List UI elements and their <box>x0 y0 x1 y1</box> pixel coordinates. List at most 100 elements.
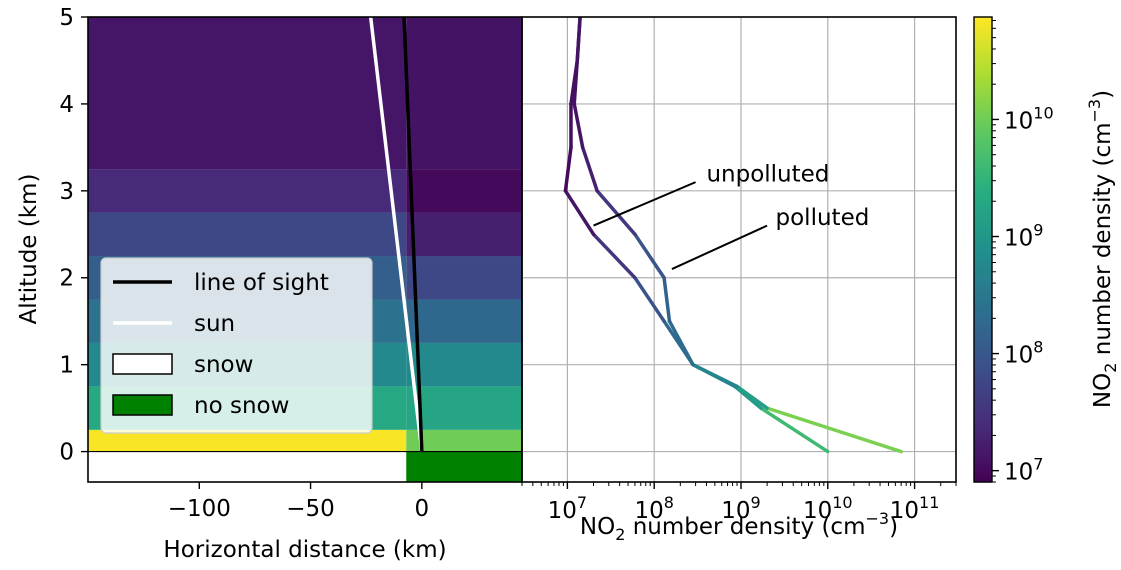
colorbar-band <box>974 249 992 254</box>
heatmap-panel: line of sight sun snow no snow −100 −50 0 0 1 2… <box>16 5 523 563</box>
colorbar-band <box>974 148 992 154</box>
colorbar-band <box>974 234 992 239</box>
legend-box <box>100 257 373 434</box>
polluted-segment <box>633 232 666 280</box>
colorbar-band <box>974 350 992 355</box>
colorbar-band <box>974 90 992 96</box>
heat-cell-nosnow <box>406 212 522 257</box>
colorbar-band <box>974 439 992 444</box>
polluted-segment <box>735 384 769 410</box>
colorbar-band <box>974 71 992 76</box>
colorbar-band <box>974 86 992 92</box>
colorbar-band <box>974 102 992 107</box>
colorbar-tick-label: 109 <box>1004 221 1043 252</box>
colorbar-band <box>974 230 992 235</box>
colorbar-band <box>974 276 992 282</box>
colorbar-band <box>974 137 992 142</box>
colorbar-band <box>974 470 992 475</box>
polluted-segment <box>595 189 637 237</box>
heat-cell-nosnow <box>406 169 522 213</box>
colorbar-band <box>974 55 992 61</box>
colorbar-band <box>974 121 992 127</box>
profile-annotations: unpolluted polluted <box>593 161 870 270</box>
unpolluted-segment <box>633 275 666 323</box>
polluted-segment <box>691 362 739 389</box>
colorbar-band <box>974 346 992 351</box>
colorbar-band <box>974 272 992 278</box>
colorbar-band <box>974 175 992 181</box>
colorbar-band <box>974 431 992 437</box>
colorbar-band <box>974 474 992 479</box>
colorbar-band <box>974 195 992 200</box>
colorbar-band <box>974 44 992 49</box>
colorbar-band <box>974 334 992 340</box>
colorbar-frame <box>973 16 993 483</box>
colorbar-gradient <box>974 17 992 483</box>
colorbar-band <box>974 373 992 378</box>
annotation-label: polluted <box>776 205 870 231</box>
colorbar-band <box>974 152 992 158</box>
colorbar-band <box>974 280 992 285</box>
colorbar-band <box>974 237 992 243</box>
colorbar-band <box>974 311 992 316</box>
surface-no-snow <box>406 451 522 482</box>
profile-frame <box>521 16 957 483</box>
colorbar-band <box>974 323 992 328</box>
colorbar-band <box>974 408 992 413</box>
heat-cell-nosnow <box>406 386 522 430</box>
ray-lines <box>368 17 424 452</box>
legend-label: sun <box>194 311 235 337</box>
annotation-pointer <box>671 224 768 270</box>
colorbar-band <box>974 381 992 386</box>
colorbar-ticks: 107 108 109 1010 <box>992 20 1054 486</box>
colorbar-band <box>974 245 992 251</box>
line-of-sight-line <box>402 17 424 452</box>
colorbar-tick-label: 107 <box>1004 455 1043 486</box>
colorbar-band <box>974 191 992 196</box>
colorbar-band <box>974 261 992 266</box>
colorbar-band <box>974 303 992 309</box>
colorbar-band <box>974 48 992 53</box>
x-tick-label: 108 <box>634 493 673 524</box>
colorbar-band <box>974 24 992 30</box>
colorbar-tick-label: 1010 <box>1004 103 1054 134</box>
colorbar-band <box>974 113 992 119</box>
colorbar-band <box>974 164 992 169</box>
profile-lines <box>563 17 903 454</box>
profile-x-axis-label: NO2 number density (cm−3) <box>580 509 898 544</box>
colorbar-band <box>974 218 992 223</box>
y-tick-label: 1 <box>59 353 74 379</box>
unpolluted-segment <box>759 406 830 454</box>
colorbar-band <box>974 299 992 305</box>
annotation-pointer <box>593 181 696 227</box>
colorbar-band <box>974 106 992 111</box>
colorbar-band <box>974 222 992 227</box>
heat-cell-snow <box>88 212 407 257</box>
colorbar-band <box>974 241 992 247</box>
colorbar-band <box>974 129 992 134</box>
colorbar-band <box>974 361 992 367</box>
profile-x-ticks: 107 108 109 1010 1011 <box>521 482 957 524</box>
legend-swatch-3 <box>112 394 173 416</box>
legend-label: snow <box>194 352 253 378</box>
heat-cell-snow <box>88 17 407 170</box>
heat-cell-nosnow <box>406 299 522 343</box>
y-tick-label: 2 <box>59 266 74 292</box>
colorbar-band <box>974 284 992 289</box>
colorbar-band <box>974 28 992 34</box>
colorbar-band <box>974 454 992 460</box>
colorbar-band <box>974 330 992 336</box>
colorbar-band <box>974 342 992 347</box>
heat-cell-nosnow <box>406 429 522 452</box>
polluted-segment <box>572 58 580 106</box>
colorbar-tick-label: 108 <box>1004 338 1043 369</box>
colorbar-band <box>974 183 992 189</box>
colorbar-band <box>974 478 992 483</box>
colorbar-band <box>974 187 992 192</box>
polluted-segment <box>580 145 599 193</box>
colorbar-band <box>974 51 992 57</box>
profile-panel: unpolluted polluted 107 108 109 1010 1011 NO2… <box>521 16 957 544</box>
colorbar-band <box>974 354 992 359</box>
legend-label: no snow <box>194 393 289 419</box>
